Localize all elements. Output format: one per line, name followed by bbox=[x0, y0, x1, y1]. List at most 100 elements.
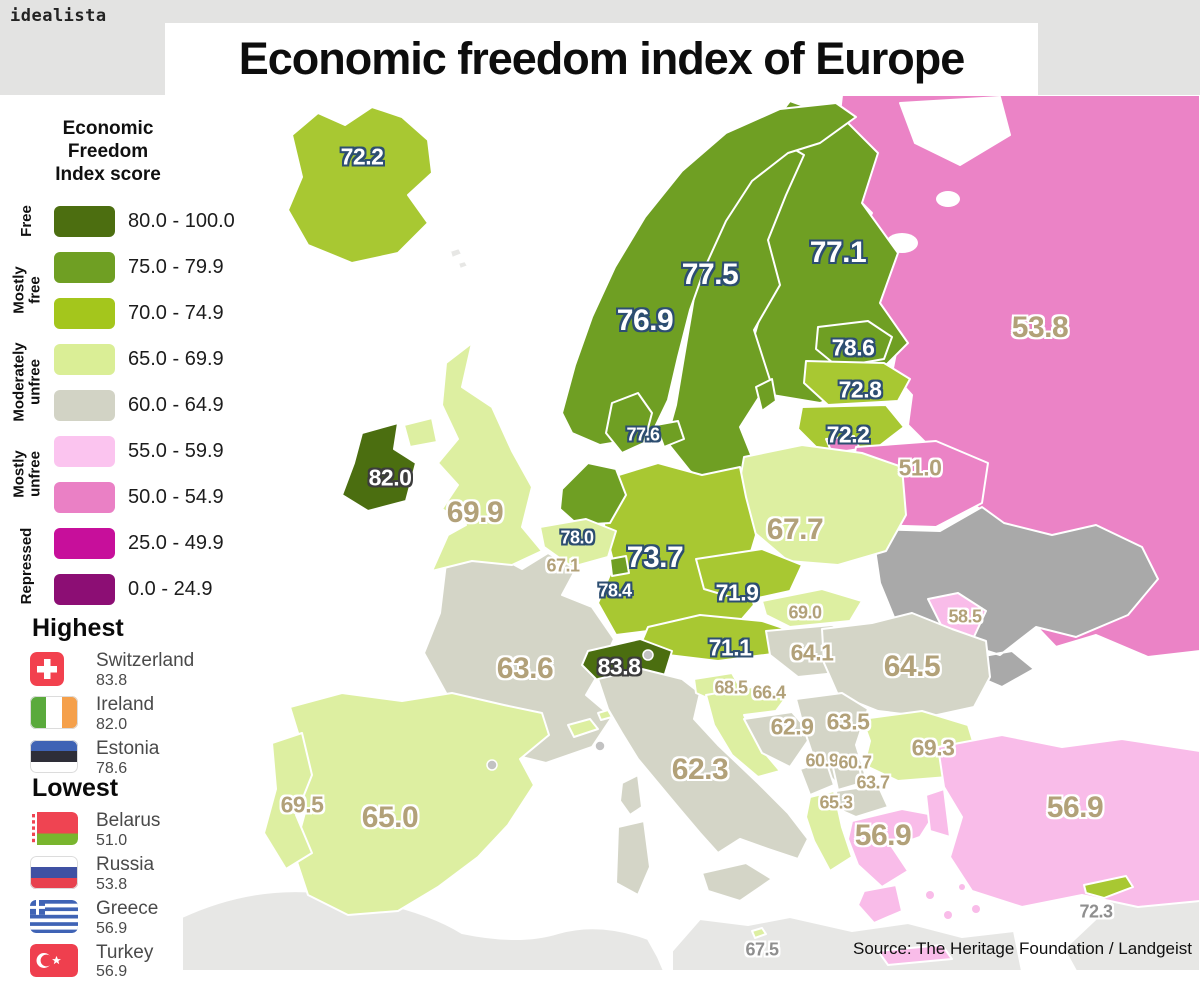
country-czechia bbox=[695, 548, 803, 602]
legend-group-repressed: Repressed 25.0 - 49.9 0.0 - 24.9 bbox=[0, 520, 260, 612]
source-attribution: Source: The Heritage Foundation / Landge… bbox=[853, 939, 1192, 958]
rank-item-estonia: Estonia 78.6 bbox=[30, 737, 194, 778]
legend-swatch bbox=[54, 527, 115, 559]
country-portugal bbox=[263, 732, 313, 870]
legend-range: 80.0 - 100.0 bbox=[128, 209, 235, 232]
microstate-dot-monaco bbox=[594, 740, 606, 752]
ireland-flag-icon bbox=[30, 695, 78, 729]
greek-island bbox=[959, 884, 965, 890]
country-netherlands bbox=[559, 462, 627, 526]
island-gotland bbox=[755, 378, 777, 412]
turkey-flag-icon bbox=[30, 943, 78, 977]
highest-section: Highest Switzerland 83.8 Ireland 82.0 bbox=[30, 614, 194, 784]
legend-row: 80.0 - 100.0 bbox=[54, 198, 235, 244]
rank-country: Belarus bbox=[96, 810, 161, 831]
legend-group-mostly-free: Mostly free 75.0 - 79.9 70.0 - 74.9 bbox=[0, 244, 260, 336]
map-value-spain: 65.0 bbox=[361, 801, 419, 834]
map-value-portugal: 69.5 bbox=[280, 791, 324, 818]
legend-group-label: Mostly unfree bbox=[10, 450, 43, 499]
map-value-netherlands: 78.0 bbox=[560, 527, 594, 548]
map-value-croatia: 66.4 bbox=[752, 682, 786, 703]
map-value-switzerland: 83.8 bbox=[597, 653, 641, 680]
country-estonia bbox=[815, 320, 893, 368]
country-bosnia bbox=[743, 711, 813, 768]
legend-range: 0.0 - 24.9 bbox=[128, 577, 213, 600]
map-value-estonia: 78.6 bbox=[831, 334, 875, 361]
legend-swatch bbox=[54, 573, 115, 605]
map-value-austria: 71.1 bbox=[708, 634, 752, 661]
lake-onega bbox=[936, 191, 960, 207]
country-slovakia bbox=[761, 588, 863, 628]
country-albania bbox=[805, 790, 853, 872]
country-kosovo bbox=[831, 757, 863, 791]
legend-swatch bbox=[54, 343, 115, 375]
legend-group-label: Repressed bbox=[18, 528, 36, 605]
greece-flag-icon bbox=[30, 899, 78, 933]
legend-swatch bbox=[54, 251, 115, 283]
rank-item-turkey: Turkey 56.9 bbox=[30, 941, 160, 982]
map-value-moldova: 58.5 bbox=[948, 606, 982, 627]
country-latvia bbox=[803, 360, 911, 406]
legend-swatch bbox=[54, 297, 115, 329]
legend-row: 0.0 - 24.9 bbox=[54, 566, 224, 612]
map-value-greece: 56.9 bbox=[854, 819, 912, 852]
map-value-france: 63.6 bbox=[496, 652, 554, 685]
greek-island bbox=[926, 891, 934, 899]
rank-value: 51.0 bbox=[96, 831, 128, 849]
russia-flag-icon bbox=[30, 855, 78, 889]
country-malta bbox=[751, 927, 767, 939]
legend-swatch bbox=[54, 481, 115, 513]
rank-country: Switzerland bbox=[96, 650, 195, 671]
country-italy bbox=[597, 668, 809, 902]
map-value-malta: 67.5 bbox=[745, 939, 779, 960]
rank-item-greece: Greece 56.9 bbox=[30, 898, 160, 938]
map-value-denmark: 77.6 bbox=[626, 424, 660, 445]
rank-value: 53.8 bbox=[96, 875, 128, 893]
legend-group-mostly-unfree: Mostly unfree 55.0 - 59.9 50.0 - 54.9 bbox=[0, 428, 260, 520]
legend-group-label: Mostly free bbox=[10, 266, 43, 315]
idealista-logo: idealista bbox=[10, 6, 107, 26]
legend-range: 50.0 - 54.9 bbox=[128, 485, 224, 508]
map-value-lithuania: 72.2 bbox=[826, 421, 870, 448]
map-value-turkey: 56.9 bbox=[1046, 791, 1104, 824]
country-turkey bbox=[925, 734, 1200, 908]
map-value-romania: 64.5 bbox=[883, 650, 941, 683]
map-value-montenegro: 60.9 bbox=[805, 750, 839, 771]
landmass-north-africa-west bbox=[181, 890, 665, 971]
legend-group-label: Moderately unfree bbox=[10, 342, 43, 422]
country-spain bbox=[285, 692, 550, 916]
switzerland-flag-icon bbox=[30, 652, 64, 686]
map-value-luxembourg: 78.4 bbox=[598, 580, 632, 601]
rank-value: 56.9 bbox=[96, 963, 128, 981]
map-value-sweden: 77.5 bbox=[681, 258, 739, 291]
legend-group-moderately-unfree: Moderately unfree 65.0 - 69.9 60.0 - 64.… bbox=[0, 336, 260, 428]
map-value-poland: 67.7 bbox=[766, 513, 824, 546]
legend: Economic Freedom Index score Free 80.0 -… bbox=[0, 118, 260, 612]
greek-island bbox=[972, 905, 980, 913]
country-montenegro bbox=[799, 760, 835, 796]
page-title: Economic freedom index of Europe bbox=[238, 33, 966, 84]
highest-heading: Highest bbox=[32, 614, 124, 642]
map-value-slovakia: 69.0 bbox=[788, 602, 822, 623]
country-luxembourg bbox=[609, 555, 630, 577]
map-value-united-kingdom: 69.9 bbox=[446, 496, 504, 529]
legend-row: 60.0 - 64.9 bbox=[54, 382, 224, 428]
country-denmark bbox=[605, 392, 685, 454]
map-value-hungary: 64.1 bbox=[790, 639, 834, 666]
rank-item-ireland: Ireland 82.0 bbox=[30, 694, 194, 734]
legend-swatch bbox=[54, 435, 115, 467]
greek-island bbox=[944, 911, 952, 919]
country-poland bbox=[737, 444, 907, 566]
country-united-kingdom bbox=[403, 342, 543, 572]
rank-country: Turkey bbox=[96, 941, 154, 963]
rank-country: Estonia bbox=[96, 737, 160, 759]
map-value-cyprus: 72.3 bbox=[1079, 901, 1113, 922]
country-belgium bbox=[539, 518, 617, 568]
island-corsica bbox=[619, 774, 643, 816]
map-value-iceland: 72.2 bbox=[340, 143, 384, 170]
map-value-albania: 65.3 bbox=[819, 792, 853, 813]
legend-row: 70.0 - 74.9 bbox=[54, 290, 224, 336]
map-value-norway: 76.9 bbox=[616, 304, 674, 337]
map-value-italy: 62.3 bbox=[671, 753, 729, 786]
rank-item-switzerland: Switzerland 83.8 bbox=[30, 650, 195, 690]
